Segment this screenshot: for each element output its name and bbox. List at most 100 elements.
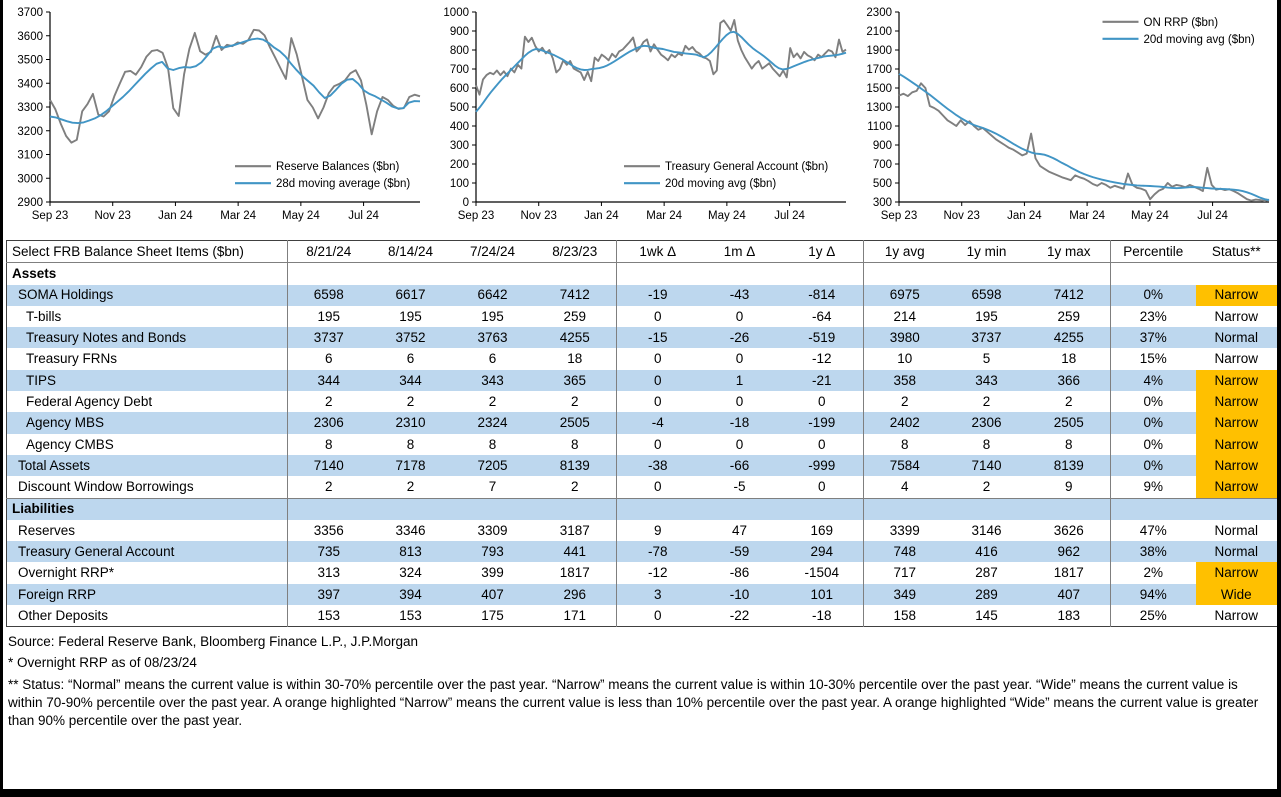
column-header: 1y max (1027, 240, 1111, 263)
cell: 748 (863, 541, 946, 563)
cell: 175 (481, 607, 504, 623)
cell: 407 (1027, 583, 1111, 606)
legend-label: Treasury General Account ($bn) (665, 161, 828, 173)
cell: 4255 (1027, 327, 1111, 349)
status-badge (1196, 263, 1278, 285)
cell: 1817 (1027, 562, 1111, 584)
y-tick-label: 3400 (17, 78, 43, 90)
y-tick-label: 700 (873, 159, 892, 171)
cell: 2324 (451, 412, 534, 434)
column-header: 1y min (966, 243, 1007, 259)
status-badge: Narrow (1195, 391, 1278, 413)
x-tick-label: Nov 23 (943, 210, 979, 222)
cell: 1 (698, 369, 781, 392)
cell: 195 (481, 308, 504, 324)
cell (699, 263, 781, 285)
y-tick-label: 3300 (17, 102, 43, 114)
row-label: Other Deposits (6, 605, 288, 627)
cell: 441 (533, 541, 617, 563)
cell: 9 (653, 522, 662, 538)
on-rrp-chart: 300 500 700 900 1100 1300 1500 1700 1900 2100 2300… (853, 4, 1275, 237)
row-label: Discount Window Borrowings (6, 476, 288, 499)
cell: 7178 (369, 454, 452, 477)
table-row: T-bills 195 195 195 259 0 0 -64 214 195 259 23% Narr… (6, 305, 1278, 328)
y-tick-label: 0 (463, 197, 469, 209)
y-tick-label: 500 (873, 178, 892, 190)
cell: -38 (616, 454, 699, 477)
cell (864, 263, 946, 285)
cell: 2306 (287, 412, 370, 434)
cell: 2 (406, 393, 415, 409)
cell: 0% (1143, 436, 1163, 452)
y-tick-label: 3000 (17, 173, 43, 185)
cell: 195 (975, 308, 998, 324)
screen-edge-left (0, 0, 3, 797)
cell: 416 (945, 541, 1028, 563)
cell: 8139 (1027, 454, 1111, 477)
x-tick-label: Nov 23 (520, 210, 556, 222)
x-tick-label: Jan 24 (584, 210, 619, 222)
cell (780, 262, 864, 285)
cell: 7412 (1027, 284, 1111, 306)
cell: 0% (1110, 412, 1196, 434)
cell: 0 (780, 391, 864, 413)
cell (616, 498, 699, 520)
cell: 0% (1110, 454, 1196, 477)
cell: 2 (1027, 391, 1111, 413)
cell (1027, 498, 1111, 520)
table-body: Assets SOMA Holdings 6598 6617 6642 7412 -19 -4… (6, 262, 1278, 627)
y-tick-label: 100 (450, 178, 469, 190)
cell: 101 (780, 583, 864, 606)
cell: 8 (406, 436, 415, 452)
series-line (898, 72, 1270, 202)
treasury-general-account-chart: 0 100 200 300 400 500 600 700 800 900 1000 Sep 23 No… (430, 4, 852, 237)
cell: -10 (698, 583, 781, 606)
x-tick-label: Jul 24 (1197, 210, 1228, 222)
cell (945, 498, 1028, 520)
cell: 324 (399, 565, 422, 581)
column-header: 8/23/23 (533, 240, 617, 263)
cell (370, 263, 452, 285)
table-header: Select FRB Balance Sheet Items ($bn) 8/21… (6, 240, 1278, 263)
x-tick-label: Mar 24 (220, 210, 256, 222)
row-label: Treasury General Account (6, 541, 288, 563)
cell: 2 (533, 391, 617, 413)
x-tick-label: May 24 (1131, 210, 1169, 222)
cell: -18 (780, 605, 864, 627)
legend-label: 20d moving avg ($bn) (1144, 34, 1255, 46)
cell: 962 (1027, 541, 1111, 563)
cell: 7584 (863, 454, 946, 477)
status-badge: Narrow (1195, 433, 1278, 455)
cell (946, 263, 1028, 285)
cell: 9 (1027, 476, 1111, 499)
legend-label: ON RRP ($bn) (1144, 17, 1219, 29)
cell: -519 (780, 327, 864, 349)
cell: -21 (780, 369, 864, 392)
line-chart-svg: 0 100 200 300 400 500 600 700 800 900 1000 Sep 23 No… (443, 7, 847, 222)
status-badge: Narrow (1195, 454, 1278, 477)
cell: -18 (698, 412, 781, 434)
y-tick-label: 300 (450, 140, 469, 152)
cell: 0 (653, 393, 662, 409)
cell: 214 (893, 308, 917, 324)
table-row: Federal Agency Debt 2 2 2 2 0 0 0 2 2 2 0% Narrow (6, 391, 1278, 413)
table-row: Other Deposits 153 153 175 171 0 -22 -18 158 145 1… (6, 605, 1278, 627)
table-row: SOMA Holdings 6598 6617 6642 7412 -19 -43 -814 6… (6, 284, 1278, 306)
y-tick-label: 1500 (866, 83, 892, 95)
cell: 3309 (477, 522, 508, 538)
cell: 6 (324, 351, 333, 367)
cell: -999 (780, 454, 864, 477)
status-badge (1195, 498, 1278, 520)
y-tick-label: 2900 (17, 197, 43, 209)
row-label: Assets (6, 262, 288, 285)
cell: 2 (533, 476, 617, 499)
cell: -66 (698, 454, 781, 477)
line-chart-svg: 300 500 700 900 1100 1300 1500 1700 1900 2100 2300… (866, 7, 1270, 222)
cell: -814 (780, 284, 864, 306)
cell: 0 (653, 479, 662, 495)
source-note: Source: Federal Reserve Bank, Bloomberg … (8, 634, 418, 649)
cell: -78 (616, 541, 699, 563)
status-badge: Narrow (1195, 284, 1278, 306)
y-tick-label: 1100 (867, 121, 892, 133)
status-badge: Normal (1195, 327, 1278, 349)
